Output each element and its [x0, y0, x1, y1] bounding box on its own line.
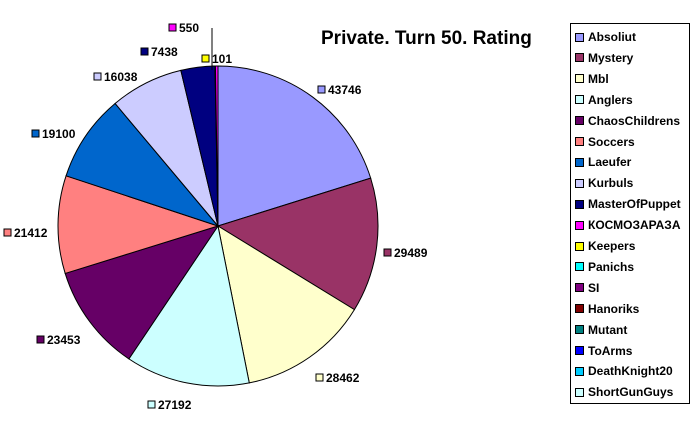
- data-label-swatch: [147, 400, 156, 409]
- data-label-23453: 23453: [47, 333, 81, 347]
- legend-item-mbl: Mbl: [575, 70, 609, 88]
- legend-item-laeufer: Laeufer: [575, 153, 631, 171]
- data-label-29489: 29489: [394, 246, 428, 260]
- legend-swatch: [575, 283, 584, 293]
- data-label-21412: 21412: [14, 226, 48, 240]
- legend-label: DeathKnight20: [588, 364, 673, 379]
- data-label-swatch: [93, 72, 102, 81]
- legend-label: SI: [588, 280, 600, 295]
- data-label-28462: 28462: [326, 371, 360, 385]
- pie-slice-chaoschildrens: [128, 224, 250, 387]
- legend-swatch: [575, 262, 584, 272]
- legend-item-hanoriks: Hanoriks: [575, 300, 639, 318]
- data-label-43746: 43746: [328, 83, 362, 97]
- legend-label: ShortGunGuys: [588, 385, 674, 400]
- legend-swatch: [575, 325, 584, 335]
- legend-item-anglers: Anglers: [575, 91, 633, 109]
- pie-slice-kurbuls: [57, 175, 220, 275]
- legend-item-kurbuls: Kurbuls: [575, 174, 633, 192]
- legend-swatch: [575, 304, 584, 314]
- data-label-swatch: [36, 335, 45, 344]
- pie-slice-mystery: [216, 177, 379, 311]
- legend-label: MasterOfPuppet: [588, 197, 681, 212]
- data-label-101: 101: [212, 52, 232, 66]
- chart-title: Private. Turn 50. Rating: [321, 28, 532, 49]
- legend-swatch: [575, 116, 584, 126]
- legend-swatch: [575, 178, 584, 188]
- legend-swatch: [575, 74, 584, 84]
- legend-swatch: [575, 137, 584, 146]
- data-label-swatch: [201, 54, 210, 63]
- legend-label: Kurbuls: [588, 176, 634, 191]
- legend-label: Absoliut: [588, 30, 636, 44]
- data-label-swatch: [3, 228, 12, 237]
- legend-swatch: [575, 32, 584, 42]
- legend-item-keepers: Keepers: [575, 237, 635, 255]
- data-label-16038: 16038: [104, 70, 138, 84]
- legend-item-космозараза: КОСМОЗАРАЗА: [575, 216, 680, 234]
- legend-item-absoliut: Absoliut: [575, 28, 636, 46]
- legend-swatch: [575, 346, 584, 355]
- legend-label: Soccers: [588, 134, 635, 149]
- legend-item-panichs: Panichs: [575, 258, 634, 276]
- data-label-swatch: [317, 85, 326, 94]
- data-label-swatch: [168, 23, 177, 32]
- legend-swatch: [575, 220, 584, 230]
- legend-swatch: [575, 95, 584, 105]
- legend-label: Keepers: [588, 239, 636, 253]
- legend-swatch: [575, 366, 584, 376]
- legend-swatch: [575, 387, 584, 397]
- legend-item-deathknight20: DeathKnight20: [575, 362, 673, 380]
- data-label-swatch: [315, 373, 324, 382]
- data-label-19100: 19100: [42, 127, 76, 141]
- legend-label: ChaosChildrens: [588, 113, 681, 128]
- pie-slice-anglers: [217, 224, 356, 384]
- legend-label: Laeufer: [588, 155, 632, 170]
- legend-item-chaoschildrens: ChaosChildrens: [575, 112, 680, 130]
- legend-label: Mutant: [588, 322, 628, 337]
- legend-item-si: SI: [575, 279, 599, 297]
- legend-label: ToArms: [588, 343, 633, 358]
- legend-label: Anglers: [588, 92, 633, 107]
- legend-label: Mystery: [588, 50, 634, 65]
- legend-item-mutant: Mutant: [575, 321, 627, 339]
- legend-item-masterofpuppet: MasterOfPuppet: [575, 195, 681, 213]
- pie-slice-soccers: [64, 225, 220, 360]
- legend-swatch: [575, 199, 584, 209]
- legend-label: Hanoriks: [588, 301, 640, 316]
- legend-item-mystery: Mystery: [575, 49, 633, 67]
- data-label-27192: 27192: [158, 398, 192, 412]
- data-label-swatch: [383, 248, 392, 257]
- pie-slice-absoliut: [217, 65, 372, 227]
- data-label-swatch: [31, 129, 40, 138]
- pie-slice-космозараза: [65, 102, 220, 228]
- legend-item-soccers: Soccers: [575, 133, 635, 151]
- legend-swatch: [575, 53, 584, 63]
- pie-slices: [57, 65, 379, 387]
- legend-swatch: [575, 241, 584, 251]
- legend-label: Panichs: [588, 259, 635, 274]
- chart-legend: Absoliut Mystery Mbl Anglers ChaosChildrens S…: [570, 23, 690, 404]
- data-label-swatch: [140, 47, 149, 56]
- legend-item-shortgunguys: ShortGunGuys: [575, 383, 673, 401]
- data-label-7438: 7438: [151, 45, 178, 59]
- data-labels: 43746 29489 28462 27192 23453 21412 19100 16038…: [3, 21, 428, 412]
- legend-item-toarms: ToArms: [575, 342, 632, 360]
- legend-swatch: [575, 157, 584, 167]
- legend-label: КОСМОЗАРАЗА: [588, 218, 681, 233]
- data-label-550: 550: [179, 21, 199, 35]
- legend-label: Mbl: [588, 71, 609, 86]
